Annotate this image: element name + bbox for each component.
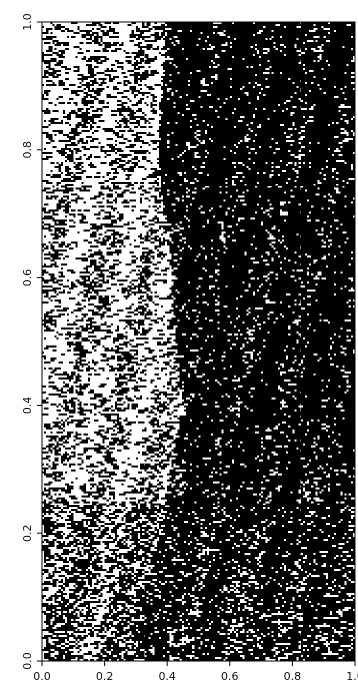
x-tick-label: 1.0	[346, 670, 358, 683]
y-axis: 0.0 0.2 0.4 0.6 0.8 1.0	[21, 13, 42, 670]
x-tick-label: 0.0	[33, 670, 51, 683]
y-tick-label: 0.4	[21, 397, 34, 415]
density-cells	[42, 22, 355, 661]
x-tick-label: 0.4	[158, 670, 176, 683]
axes-frame	[41, 21, 356, 662]
y-tick-label: 1.0	[21, 13, 34, 31]
x-tick-label: 0.2	[96, 670, 114, 683]
y-tick-label: 0.2	[21, 524, 34, 542]
y-tick-label: 0.6	[21, 269, 34, 287]
x-tick-label: 0.8	[284, 670, 302, 683]
x-tick-label: 0.6	[221, 670, 239, 683]
y-tick-label: 0.0	[21, 652, 34, 670]
density-field	[42, 22, 355, 661]
y-tick-label: 0.8	[21, 141, 34, 159]
x-axis: 0.0 0.2 0.4 0.6 0.8 1.0	[33, 661, 358, 683]
